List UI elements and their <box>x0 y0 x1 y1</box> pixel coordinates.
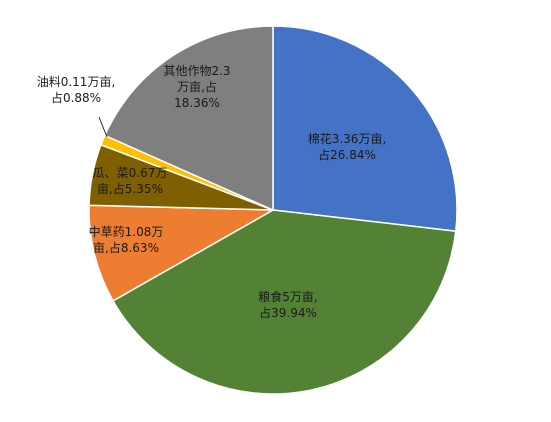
label-oil-crop: 油料0.11万亩, 占0.88% <box>36 75 116 105</box>
slice-grain <box>111 209 457 395</box>
slice-other-crops <box>103 25 274 212</box>
slice-herbal-medicine <box>88 204 276 302</box>
label-melon-vegetable: 瓜、菜0.67万 亩,占5.35% <box>92 166 168 196</box>
label-other-crops: 其他作物2.3 万亩,占 18.36% <box>163 64 231 110</box>
slice-cotton <box>272 25 458 233</box>
oil-crop-leader-line <box>98 116 108 138</box>
label-cotton: 棉花3.36万亩, 占26.84% <box>307 132 387 162</box>
label-grain: 粮食5万亩, 占39.94% <box>258 290 318 320</box>
pie-slices <box>88 25 458 395</box>
label-herbal-medicine: 中草药1.08万 亩,占8.63% <box>88 225 164 255</box>
